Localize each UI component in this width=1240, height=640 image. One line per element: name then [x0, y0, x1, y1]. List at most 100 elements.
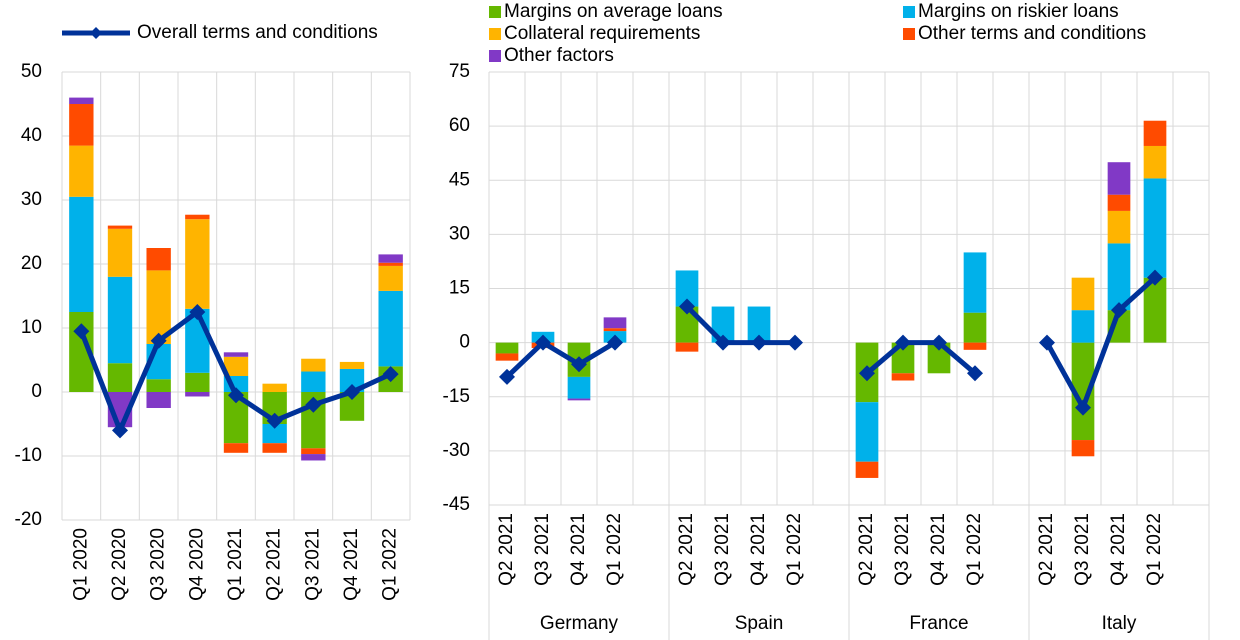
x-tick-label: Q2 2021 [496, 513, 517, 586]
line-marker [679, 298, 695, 315]
x-tick-label: Q2 2020 [109, 528, 130, 601]
legend-label: Margins on average loans [504, 1, 723, 22]
bar-segment [223, 352, 249, 357]
bar-segment [107, 228, 133, 277]
x-tick-label: Q3 2021 [712, 513, 733, 586]
line-marker [859, 365, 875, 382]
bar-segment [69, 104, 94, 146]
bar-segment [747, 306, 771, 343]
bar-segment [567, 376, 591, 399]
y-tick-label: 40 [21, 125, 42, 146]
bar-segment [185, 214, 210, 220]
line [865, 340, 977, 376]
line-marker [1075, 399, 1091, 416]
bar-segment [1107, 243, 1131, 311]
bar-segment [185, 219, 210, 309]
bar-segment [1107, 310, 1131, 343]
line [685, 304, 795, 346]
bar-segment [603, 317, 627, 329]
bar-segment [378, 265, 403, 291]
line-marker [189, 304, 206, 320]
line [505, 340, 617, 379]
bar-segment [495, 353, 519, 361]
line-marker [607, 334, 623, 351]
y-tick-label: 45 [449, 169, 470, 190]
x-tick-label: Q1 2022 [784, 513, 805, 586]
bar-segment [339, 361, 365, 369]
line-marker [967, 365, 983, 382]
y-tick-label: -10 [15, 445, 42, 466]
line-marker [344, 384, 360, 400]
bar-segment [107, 276, 133, 364]
y-tick-label: 30 [21, 189, 42, 210]
bar-segment [301, 358, 326, 372]
x-tick-label: Q2 2021 [1036, 513, 1057, 586]
legend-label: Other terms and conditions [918, 23, 1146, 44]
x-tick-label: Q1 2020 [70, 528, 91, 601]
bar-segment [262, 383, 287, 392]
legend-swatch [489, 50, 501, 62]
x-tick-label: Q2 2021 [856, 513, 877, 586]
x-tick-label: Q4 2021 [568, 513, 589, 586]
bar-segment [1107, 162, 1131, 195]
bar-segment [567, 398, 591, 401]
legend-label: Overall terms and conditions [137, 22, 378, 43]
x-tick-label: Q2 2021 [264, 528, 285, 601]
bar-segment [603, 328, 627, 332]
line-marker [787, 334, 803, 351]
legend-marker [90, 27, 102, 39]
bar-segment [69, 97, 94, 104]
x-tick-label: Q1 2022 [380, 528, 401, 601]
y-tick-label: 30 [449, 223, 470, 244]
bar-segment [185, 372, 210, 392]
bar-segment [378, 290, 403, 367]
legend-label: Collateral requirements [504, 23, 700, 44]
bar-segment [1071, 310, 1095, 343]
line-marker [535, 334, 551, 351]
line-marker [499, 368, 515, 385]
bar-segment [675, 270, 699, 307]
legend-label: Other factors [504, 45, 614, 66]
y-tick-label: 0 [459, 332, 470, 353]
y-tick-label: 50 [21, 61, 42, 82]
x-tick-label: Q3 2021 [532, 513, 553, 586]
bar-segment [675, 342, 699, 352]
bar-segment [1071, 277, 1095, 311]
legend-swatch [489, 28, 501, 40]
line-marker [73, 323, 90, 340]
legend-swatch [903, 6, 915, 18]
line-marker [931, 334, 947, 351]
line-marker [150, 332, 167, 349]
bar-segment [262, 424, 287, 444]
line-marker [382, 366, 399, 383]
line-marker [112, 422, 128, 439]
group-label: France [909, 613, 968, 634]
bar-segment [378, 254, 403, 263]
line-marker [1111, 302, 1127, 319]
group-label: Spain [735, 613, 784, 634]
bar-segment [1143, 178, 1167, 278]
line-marker [1147, 269, 1163, 286]
bar-segment [301, 454, 326, 461]
y-tick-label: 60 [449, 115, 470, 136]
bar-segment [378, 262, 403, 266]
bar-segment [146, 379, 171, 392]
bar-segment [301, 448, 326, 455]
y-tick-label: 10 [21, 317, 42, 338]
line-marker [1039, 334, 1055, 351]
bar-segment [1143, 277, 1167, 343]
x-tick-label: Q1 2022 [604, 513, 625, 586]
group-label: Germany [540, 613, 619, 634]
bar-segment [107, 225, 133, 229]
group-label: Italy [1102, 613, 1137, 634]
bar-segment [146, 248, 171, 271]
line-marker [715, 334, 731, 351]
x-tick-label: Q3 2021 [892, 513, 913, 586]
bar-segment [855, 402, 879, 462]
bar-segment [963, 252, 987, 313]
x-tick-label: Q1 2022 [1144, 513, 1165, 586]
y-tick-label: 20 [21, 253, 42, 274]
y-tick-label: 0 [31, 381, 42, 402]
line-marker [266, 412, 283, 429]
